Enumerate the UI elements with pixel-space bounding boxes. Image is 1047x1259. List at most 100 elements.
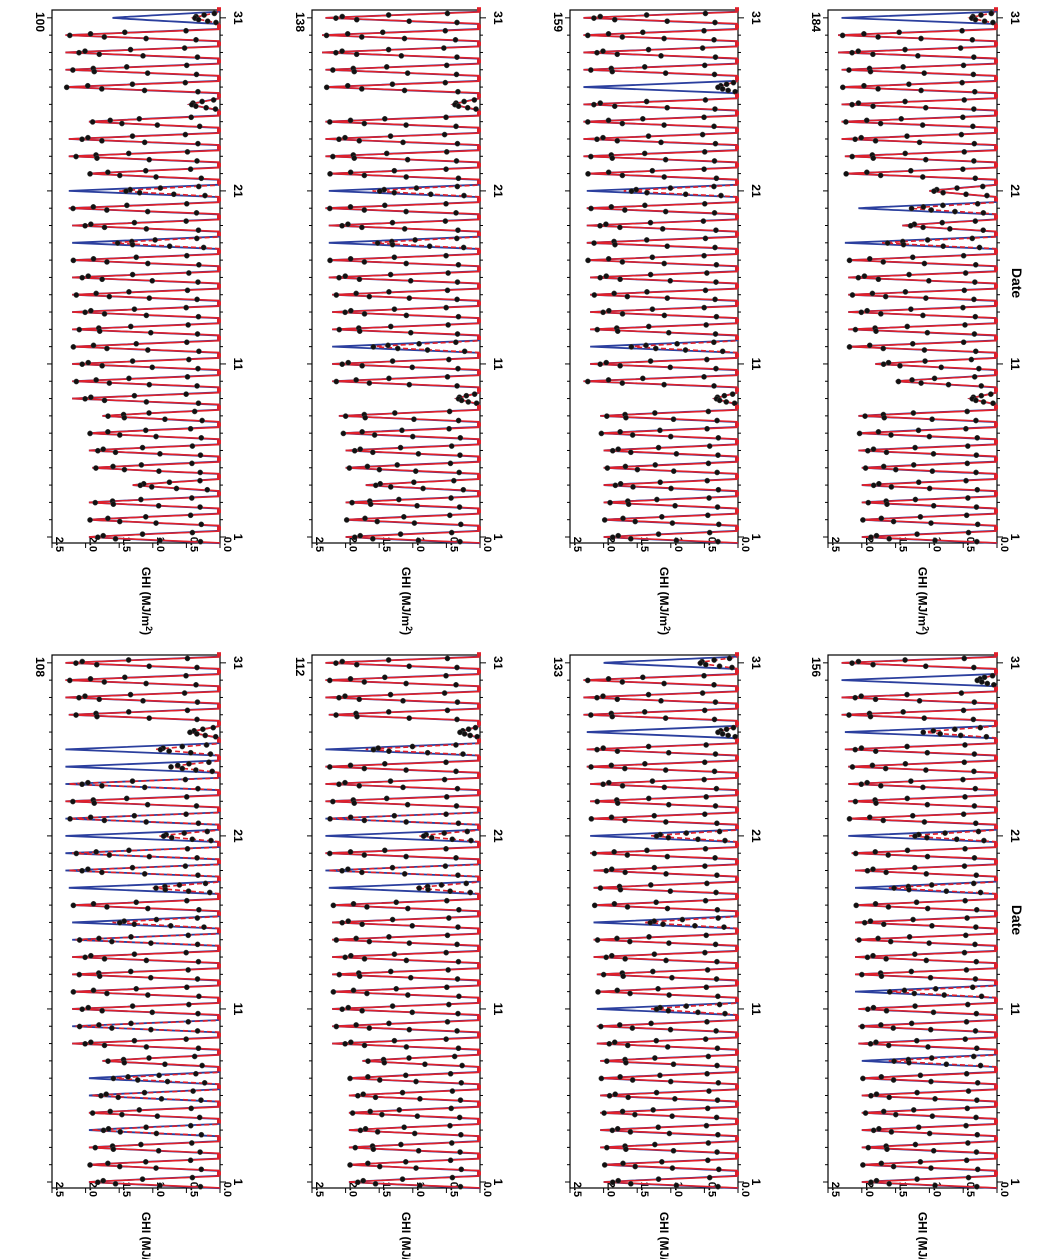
observed-point	[712, 855, 718, 861]
observed-point	[398, 52, 405, 59]
observed-point	[627, 990, 633, 997]
observed-point	[96, 1022, 102, 1028]
observed-point	[912, 1003, 918, 1009]
observed-point	[131, 951, 138, 958]
observed-point	[411, 520, 418, 526]
x-tick-label: 31	[491, 656, 505, 670]
observed-point	[366, 1025, 373, 1031]
observed-point	[971, 140, 978, 147]
night-marker	[217, 1015, 221, 1020]
observed-point	[661, 260, 668, 267]
observed-point	[106, 380, 113, 386]
observed-point	[968, 356, 975, 363]
clear-sky-curve	[603, 655, 739, 670]
observed-point	[715, 434, 722, 441]
observed-point	[139, 531, 146, 537]
observed-point	[852, 694, 858, 701]
observed-point	[84, 82, 91, 89]
observed-point	[362, 515, 368, 522]
observed-point	[371, 432, 378, 438]
observed-point	[365, 1074, 371, 1080]
night-marker	[477, 509, 481, 514]
night-marker	[477, 422, 481, 427]
night-marker	[994, 859, 998, 864]
observed-point	[962, 1036, 969, 1042]
observed-point	[701, 373, 707, 380]
observed-point	[608, 952, 615, 959]
observed-point	[443, 252, 449, 259]
observed-point	[96, 328, 103, 335]
observed-point	[614, 987, 621, 994]
observed-point	[873, 800, 879, 806]
observed-point	[846, 67, 852, 73]
observed-point	[915, 427, 922, 434]
observed-point	[453, 210, 459, 216]
observed-point	[624, 852, 631, 858]
observed-point	[891, 1058, 897, 1064]
observed-point	[619, 1108, 626, 1115]
observed-point	[884, 1146, 890, 1153]
observed-point	[342, 309, 348, 316]
observed-point	[867, 918, 874, 924]
observed-point	[124, 202, 130, 209]
observed-point	[715, 1079, 722, 1086]
observed-point	[339, 658, 346, 665]
observed-point	[444, 1018, 451, 1025]
observed-point	[401, 35, 408, 42]
x-tick-label: 1	[231, 1179, 245, 1186]
night-marker	[994, 721, 998, 726]
observed-point	[941, 992, 948, 998]
observed-point	[197, 1149, 203, 1155]
observed-point	[182, 863, 189, 869]
observed-point	[362, 414, 369, 421]
observed-point	[79, 274, 86, 281]
observed-point	[98, 86, 105, 92]
observed-point	[725, 732, 732, 739]
observed-point	[387, 778, 394, 784]
observed-point	[653, 833, 660, 840]
observed-point	[704, 1105, 711, 1112]
x-tick-label: 11	[231, 1003, 245, 1016]
observed-point	[732, 733, 738, 740]
x-tick-label: 11	[491, 358, 505, 371]
observed-point	[661, 174, 668, 180]
observed-point	[856, 937, 862, 943]
observed-point	[144, 347, 151, 353]
night-marker	[217, 232, 221, 237]
observed-point	[648, 1020, 654, 1027]
y-tick-label: 1.5	[380, 537, 392, 552]
night-marker	[735, 738, 739, 743]
plot-frame	[827, 654, 998, 1189]
observed-point	[194, 1028, 201, 1034]
night-marker	[994, 946, 998, 951]
observed-point	[447, 1122, 453, 1129]
observed-point	[888, 484, 895, 490]
observed-point	[702, 235, 709, 242]
observed-point	[461, 98, 467, 105]
observed-point	[443, 984, 450, 991]
night-marker	[735, 790, 739, 795]
observed-point	[701, 707, 708, 714]
observed-point	[914, 531, 920, 537]
observed-point	[647, 919, 654, 926]
observed-point	[194, 383, 200, 389]
observed-point	[406, 18, 413, 25]
observed-point	[890, 518, 897, 525]
observed-point	[943, 1061, 950, 1068]
observed-point	[455, 820, 462, 827]
observed-point	[980, 227, 987, 234]
observed-point	[467, 732, 474, 739]
observed-point	[154, 122, 161, 128]
observed-point	[645, 323, 652, 330]
observed-point	[173, 485, 180, 492]
observed-point	[144, 992, 151, 998]
observed-point	[76, 1023, 83, 1030]
observed-point	[608, 762, 615, 769]
observed-point	[156, 1072, 162, 1079]
observed-point	[906, 886, 912, 893]
observed-point	[959, 27, 965, 34]
observed-point	[92, 499, 99, 506]
observed-point	[361, 1042, 368, 1049]
observed-point	[359, 224, 365, 231]
observed-point	[179, 743, 186, 750]
